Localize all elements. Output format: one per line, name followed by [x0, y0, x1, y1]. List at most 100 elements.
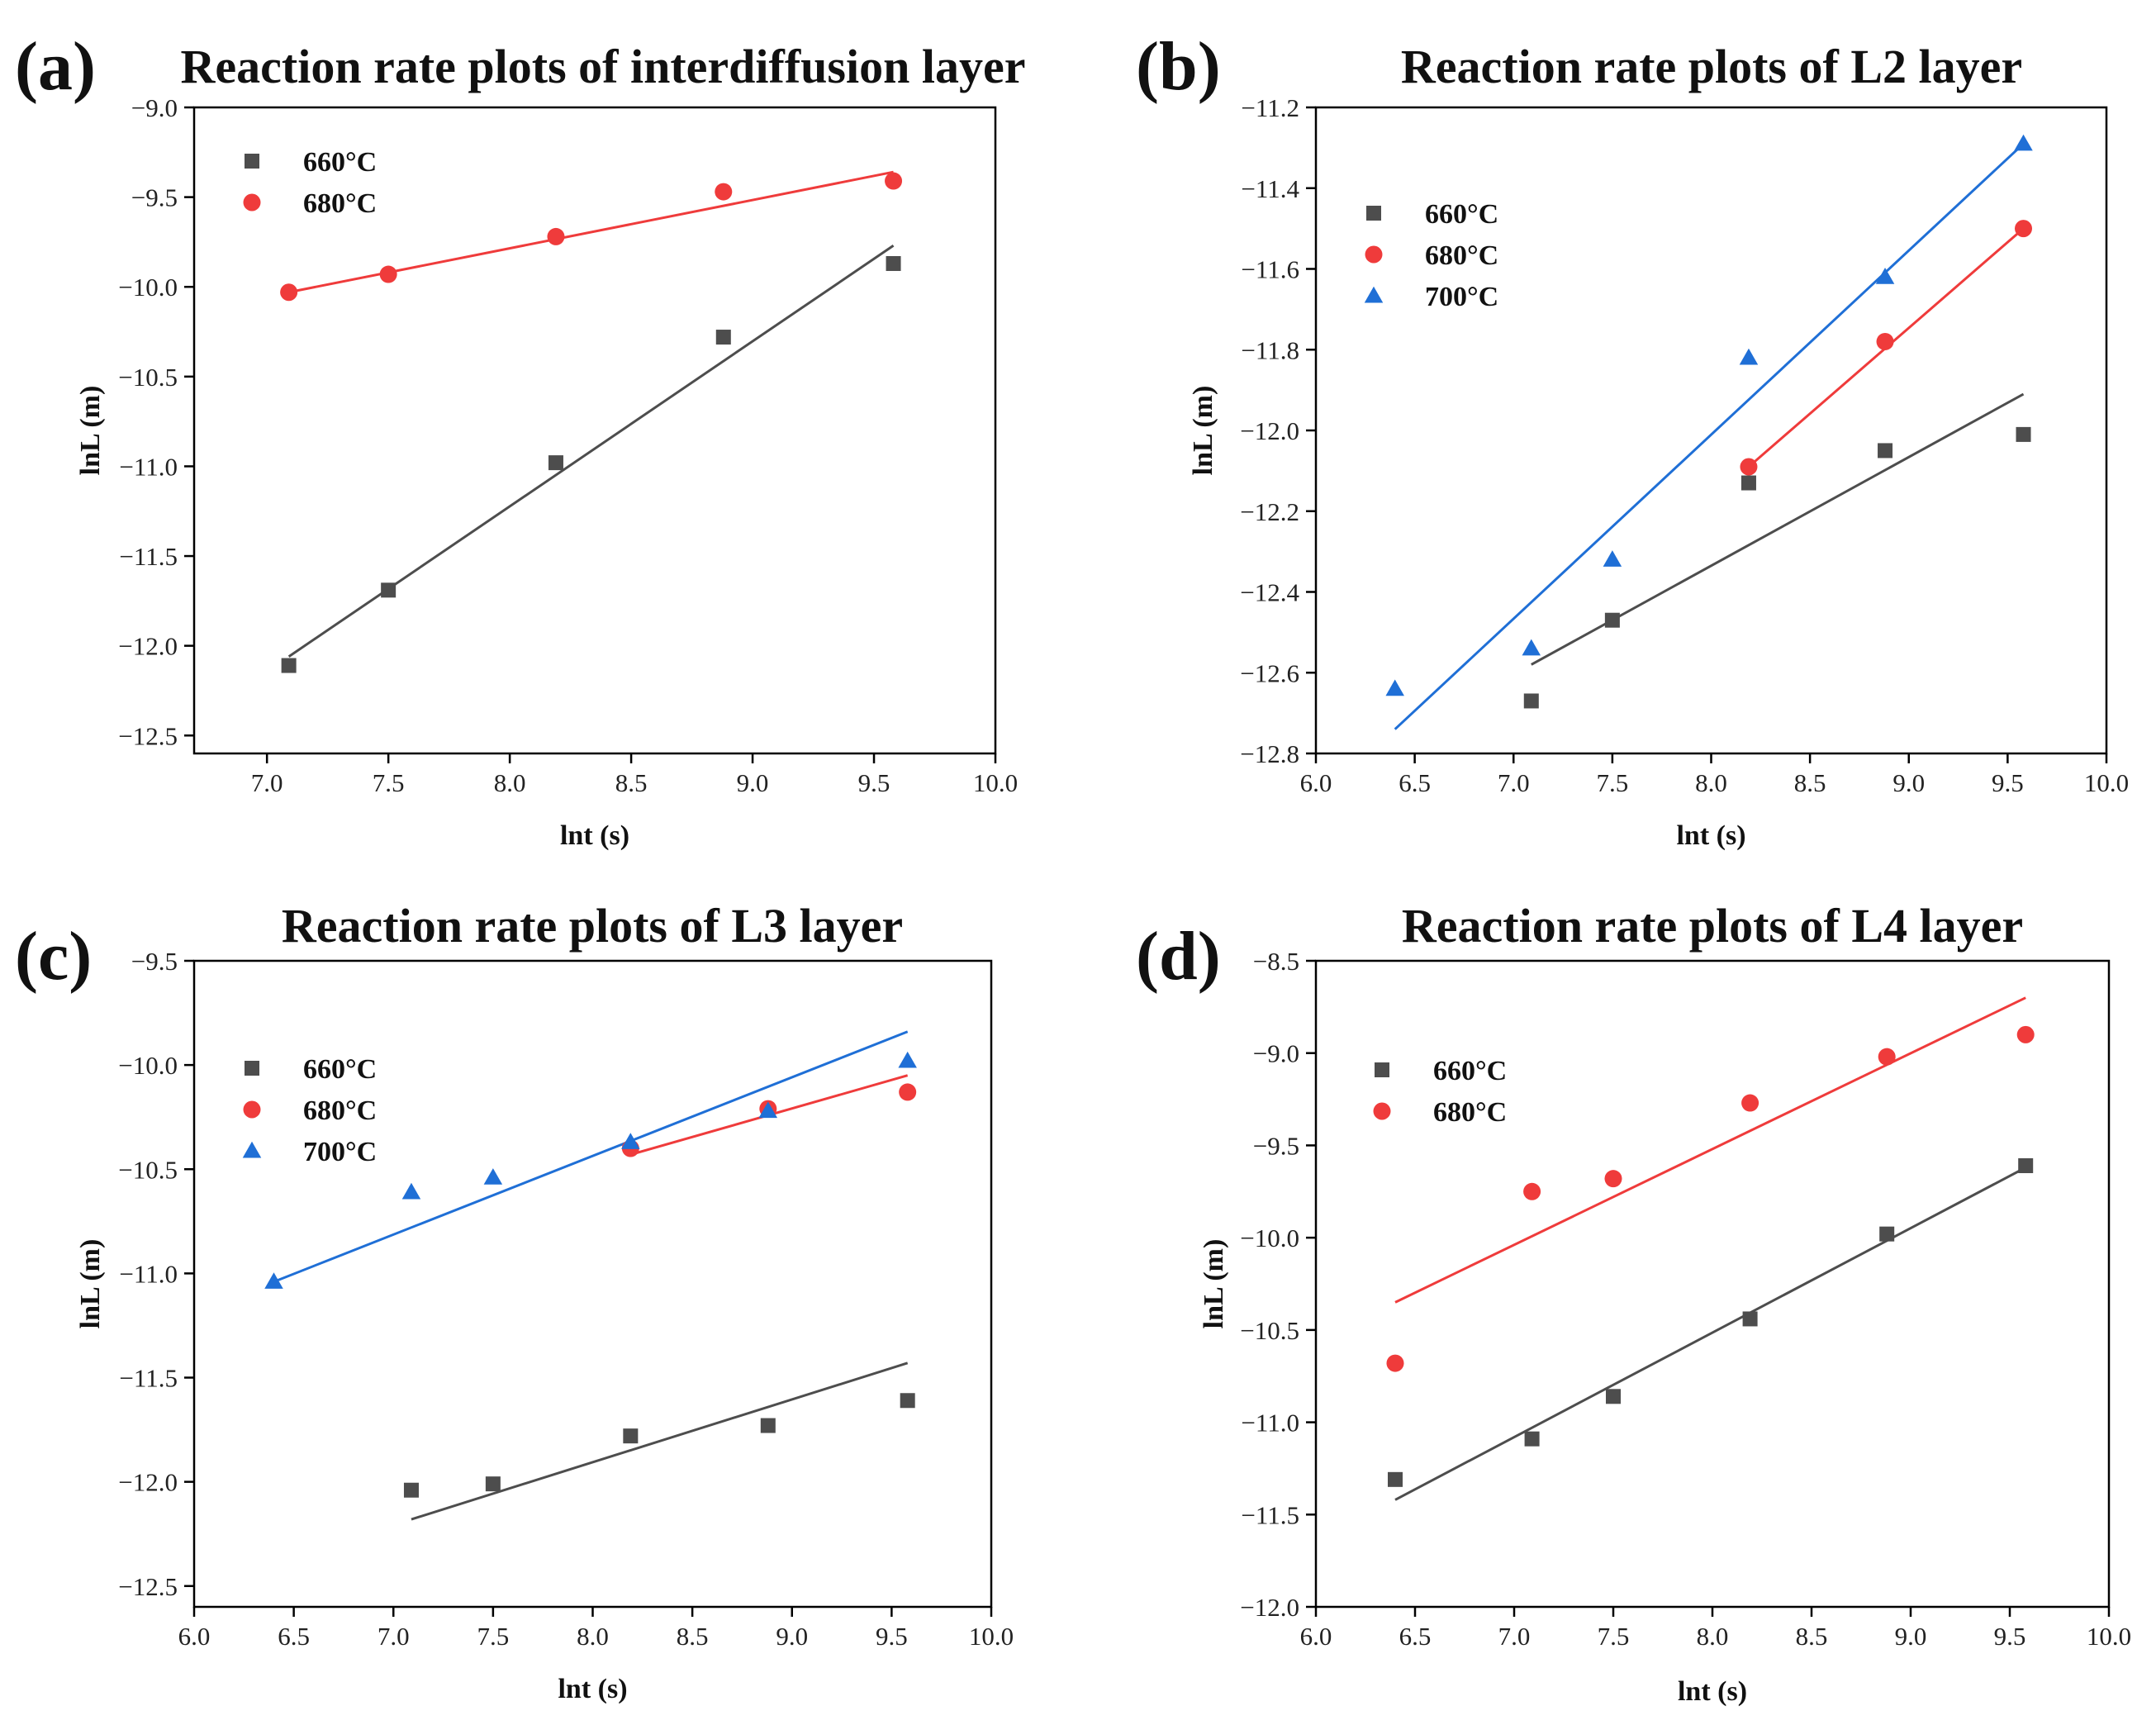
- panel-c-point-700c: [898, 1051, 917, 1068]
- panel-d-x-tick-label: 6.5: [1399, 1622, 1432, 1651]
- panel-c-point-680c: [899, 1083, 917, 1101]
- panel-c-y-tick-label: −12.5: [118, 1572, 178, 1601]
- panel-c-point-660c: [760, 1418, 776, 1433]
- panel-a-y-tick-label: −10.0: [118, 273, 178, 302]
- panel-a-y-tick-label: −12.0: [118, 632, 178, 661]
- panel-d-x-axis-label: lnt (s): [1678, 1676, 1747, 1707]
- panel-b-y-axis-label: lnL (m): [1188, 386, 1218, 476]
- panel-b-x-tick-label: 8.5: [1794, 768, 1826, 797]
- panel-b: (b) Reaction rate plots of L2 layer 6.0 6.5…: [1136, 28, 2129, 851]
- panel-c-point-700c: [401, 1182, 421, 1200]
- panel-d: (d) Reaction rate plots of L4 layer 6.0 6.5…: [1136, 899, 2131, 1707]
- panel-d-title: Reaction rate plots of L4 layer: [1402, 899, 2023, 953]
- panel-c-point-700c: [758, 1101, 778, 1119]
- panel-d-x-tick-label: 7.0: [1498, 1622, 1531, 1651]
- panel-c-y-axis-label: lnL (m): [75, 1239, 106, 1329]
- panel-a-y-tick-label: −9.0: [131, 93, 178, 122]
- panel-a-y-tick-label: −11.5: [119, 542, 178, 571]
- panel-c-x-tick-label: 9.0: [776, 1622, 808, 1651]
- panel-a-y-tick-label: −12.5: [118, 721, 178, 750]
- panel-b-point-700c: [1522, 639, 1541, 656]
- panel-b-y-tick-label: −12.6: [1240, 658, 1299, 687]
- panel-d-y-tick-label: −11.5: [1241, 1500, 1299, 1529]
- panel-a-x-tick-label: 7.5: [373, 768, 405, 797]
- panel-b-point-700c: [1603, 550, 1622, 567]
- panel-a-y-tick-label: −9.5: [131, 183, 178, 212]
- panel-a-y-tick-label: −10.5: [118, 363, 178, 392]
- panel-c-x-tick-label: 7.5: [477, 1622, 510, 1651]
- panel-b-point-700c: [1385, 679, 1404, 696]
- panel-a-point-680c: [379, 265, 397, 283]
- panel-d-fit-line-680c: [1394, 996, 2026, 1304]
- panel-b-point-660c: [1878, 443, 1893, 459]
- panel-c-fit-line-700c: [273, 1030, 909, 1283]
- panel-a-point-660c: [548, 455, 563, 471]
- panel-a-point-660c: [715, 330, 731, 345]
- panel-d-point-660c: [1742, 1311, 1758, 1327]
- panel-c-point-660c: [485, 1476, 501, 1492]
- panel-b-fit-line-700c: [1394, 142, 2025, 730]
- panel-d-legend-label-660c: 660°C: [1433, 1056, 1507, 1086]
- panel-d-y-tick-label: −8.5: [1253, 947, 1299, 976]
- panel-b-y-tick-label: −12.4: [1240, 578, 1299, 607]
- panel-b-point-680c: [1740, 458, 1758, 476]
- panel-c-fit-line-660c: [411, 1361, 909, 1521]
- panel-a-plot-frame: [192, 106, 997, 755]
- panel-b-x-tick-label: 7.0: [1498, 768, 1530, 797]
- panel-c-legend-label-700c: 700°C: [303, 1137, 377, 1167]
- panel-a-point-660c: [381, 582, 397, 598]
- panel-c-legend-label-680c: 680°C: [303, 1095, 377, 1126]
- panel-d-point-680c: [1878, 1048, 1896, 1066]
- panel-a-label: (a): [15, 28, 96, 105]
- panel-b-x-tick-label: 10.0: [2084, 768, 2129, 797]
- panel-d-x-tick-label: 7.5: [1598, 1622, 1630, 1651]
- panel-c-x-tick-label: 8.0: [577, 1622, 609, 1651]
- panel-d-y-axis-label: lnL (m): [1199, 1239, 1229, 1329]
- panel-c-y-tick-label: −9.5: [131, 947, 178, 976]
- panel-d-x-tick-label: 9.5: [1994, 1622, 2026, 1651]
- panel-d-point-680c: [1386, 1354, 1404, 1372]
- panel-c-x-axis-label: lnt (s): [558, 1674, 627, 1704]
- panel-c-legend-marker-660c: [245, 1061, 259, 1076]
- panel-c-y-tick-label: −10.0: [118, 1051, 178, 1080]
- panel-b-point-660c: [1604, 612, 1620, 628]
- panel-d-x-tick-label: 8.5: [1796, 1622, 1828, 1651]
- panel-d-x-tick-label: 6.0: [1300, 1622, 1332, 1651]
- panel-b-point-680c: [2015, 220, 2033, 238]
- panel-b-y-tick-label: −11.8: [1241, 335, 1299, 364]
- panel-b-x-tick-label: 9.5: [1992, 768, 2024, 797]
- panel-b-x-tick-label: 6.0: [1300, 768, 1332, 797]
- panel-d-y-tick-label: −11.0: [1241, 1409, 1299, 1438]
- panel-a: (a) Reaction rate plots of interdiffusion…: [15, 28, 1025, 851]
- panel-b-x-tick-label: 9.0: [1892, 768, 1925, 797]
- panel-b-legend-marker-700c: [1364, 286, 1384, 303]
- panel-b-x-tick-label: 8.0: [1695, 768, 1727, 797]
- panel-d-point-680c: [1523, 1182, 1541, 1200]
- panel-c-y-tick-label: −11.5: [119, 1364, 178, 1393]
- panel-a-legend-label-680c: 680°C: [303, 188, 377, 219]
- panel-a-x-tick-label: 8.5: [615, 768, 648, 797]
- panel-d-point-660c: [2018, 1158, 2034, 1174]
- panel-a-legend-marker-680c: [243, 193, 261, 211]
- panel-c-y-tick-label: −10.5: [118, 1155, 178, 1184]
- panel-b-y-tick-label: −12.0: [1240, 416, 1299, 445]
- panel-a-point-680c: [280, 283, 298, 302]
- panel-c-legend-label-660c: 660°C: [303, 1054, 377, 1085]
- panel-d-point-680c: [1741, 1094, 1759, 1112]
- panel-d-y-tick-label: −12.0: [1240, 1593, 1299, 1622]
- panel-c-title: Reaction rate plots of L3 layer: [282, 899, 903, 953]
- panel-a-point-680c: [715, 183, 733, 201]
- panel-d-y-tick-label: −9.5: [1253, 1131, 1299, 1160]
- panel-a-x-tick-label: 7.0: [251, 768, 283, 797]
- panel-c-label: (c): [15, 918, 92, 995]
- panel-d-point-660c: [1606, 1389, 1621, 1404]
- panel-b-point-660c: [1740, 475, 1756, 491]
- panel-c-legend-marker-680c: [243, 1100, 261, 1119]
- panel-b-point-660c: [2016, 426, 2031, 442]
- panel-a-x-tick-label: 10.0: [973, 768, 1018, 797]
- panel-d-y-tick-label: −9.0: [1253, 1039, 1299, 1068]
- panel-b-legend-marker-660c: [1366, 206, 1381, 221]
- panel-d-legend-marker-680c: [1373, 1102, 1391, 1120]
- panel-d-point-660c: [1879, 1226, 1895, 1242]
